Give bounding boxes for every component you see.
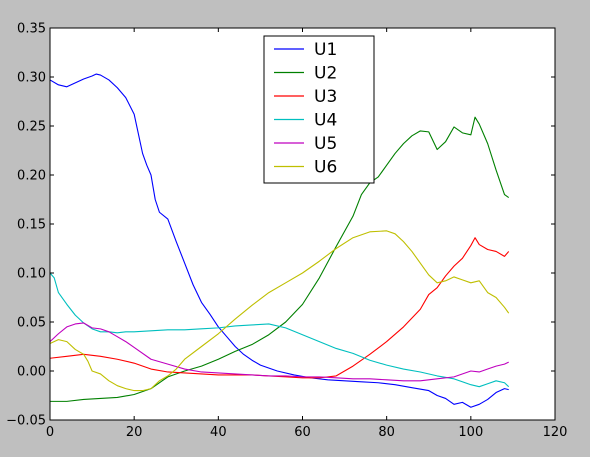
x-tick-label: 120 bbox=[543, 425, 568, 440]
series-line-u1 bbox=[49, 73, 509, 408]
legend-box bbox=[263, 35, 375, 184]
y-tick-label: 0.05 bbox=[17, 316, 46, 331]
legend-label-u6: U6 bbox=[314, 158, 337, 178]
y-tick-label: 0.35 bbox=[17, 22, 46, 37]
series-line-u2 bbox=[50, 116, 510, 402]
x-tick-label: 80 bbox=[378, 425, 395, 440]
x-tick-label: 0 bbox=[46, 425, 54, 440]
legend-label-u1: U1 bbox=[314, 40, 337, 60]
x-tick-label: 20 bbox=[126, 425, 143, 440]
y-tick-label: 0.00 bbox=[17, 365, 46, 380]
y-tick-label: 0.30 bbox=[17, 71, 46, 86]
legend-label-u2: U2 bbox=[314, 64, 337, 84]
y-tick-label: 0.20 bbox=[17, 169, 46, 184]
axis-ticks: 0 20 40 60 80 100 120 −0.05 0.00 0.05 0.10 0.15 0.20… bbox=[6, 22, 567, 441]
y-tick-label: 0.25 bbox=[17, 120, 46, 135]
series-line-u6 bbox=[49, 230, 510, 392]
series-layer bbox=[49, 73, 510, 408]
x-tick-label: 100 bbox=[458, 425, 483, 440]
x-tick-label: 40 bbox=[210, 425, 227, 440]
legend-label-u4: U4 bbox=[314, 111, 337, 131]
y-tick-label: 0.15 bbox=[17, 218, 46, 233]
legend: U1 U2 U3 U4 U5 U6 bbox=[263, 35, 375, 184]
legend-label-u5: U5 bbox=[314, 134, 337, 154]
series-line-u4 bbox=[49, 272, 510, 388]
legend-label-u3: U3 bbox=[314, 87, 337, 107]
series-line-u5 bbox=[49, 322, 509, 382]
y-tick-label: 0.10 bbox=[17, 267, 46, 282]
y-tick-label: −0.05 bbox=[6, 414, 46, 429]
x-tick-label: 60 bbox=[294, 425, 311, 440]
